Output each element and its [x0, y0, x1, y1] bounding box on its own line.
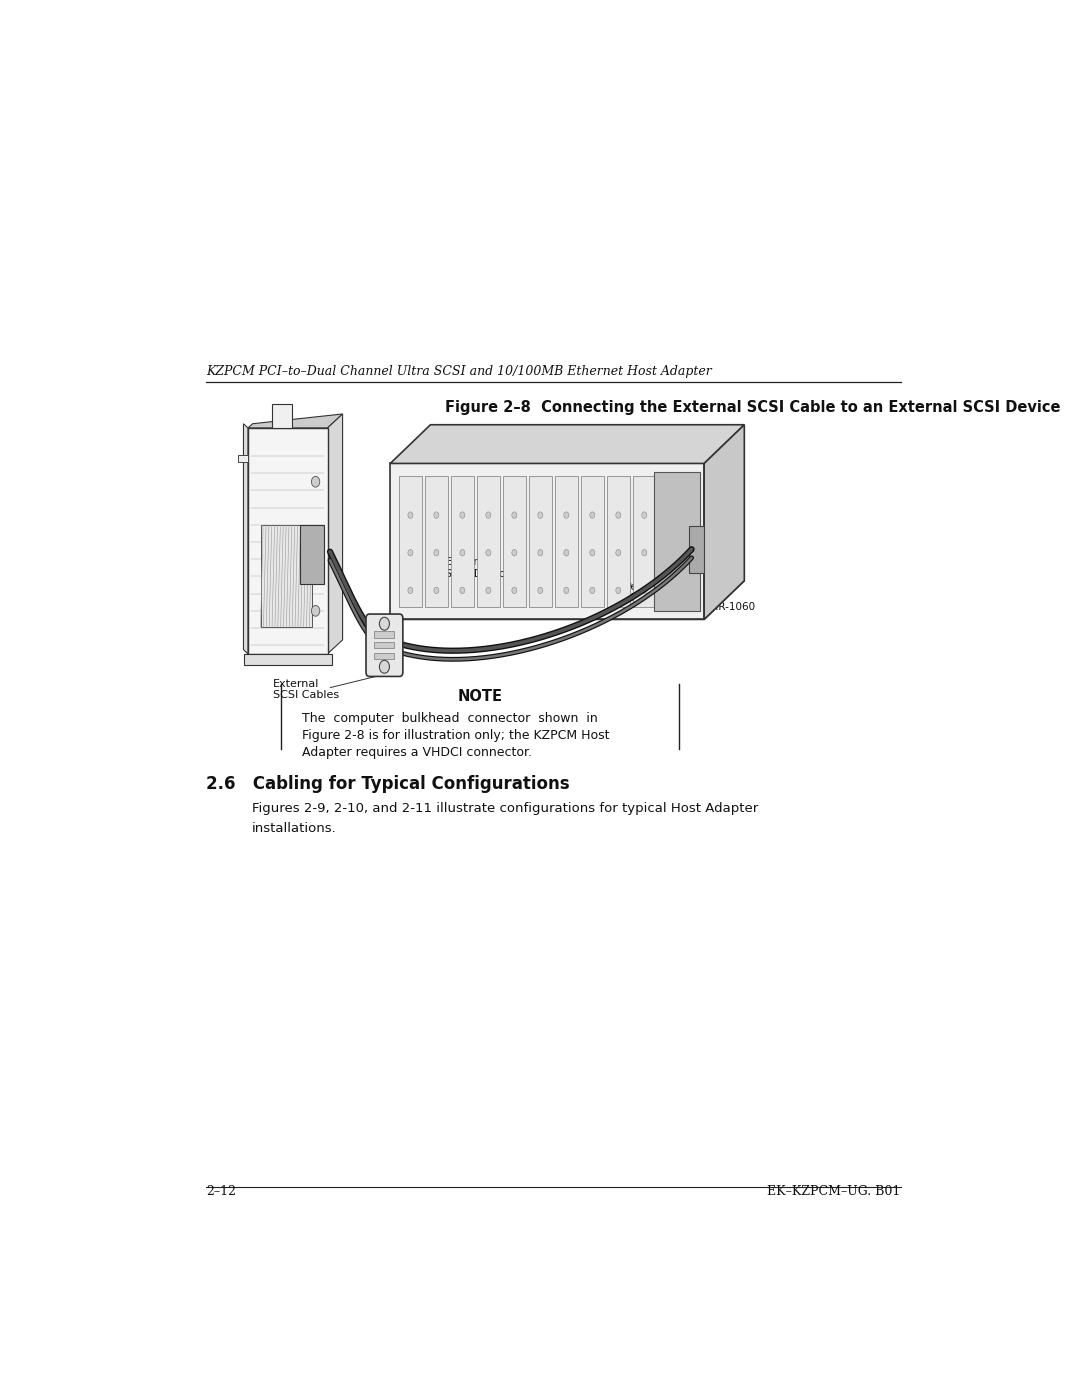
FancyBboxPatch shape	[366, 615, 403, 676]
Circle shape	[311, 605, 320, 616]
Circle shape	[460, 511, 464, 518]
Circle shape	[486, 587, 491, 594]
Circle shape	[460, 587, 464, 594]
Text: External
SCSI Cables: External SCSI Cables	[273, 679, 339, 700]
Text: KZPCM PCI–to–Dual Channel Ultra SCSI and 10/100MB Ethernet Host Adapter: KZPCM PCI–to–Dual Channel Ultra SCSI and…	[206, 365, 712, 379]
Text: NOTE: NOTE	[458, 689, 503, 704]
Bar	[375, 643, 394, 648]
Polygon shape	[424, 476, 448, 606]
Polygon shape	[653, 472, 700, 610]
Circle shape	[379, 661, 390, 673]
Circle shape	[434, 511, 438, 518]
Circle shape	[590, 511, 595, 518]
Circle shape	[538, 549, 543, 556]
Text: SHR-1060: SHR-1060	[704, 602, 755, 612]
Text: Personality
Module: Personality Module	[624, 581, 686, 604]
Circle shape	[538, 511, 543, 518]
Circle shape	[408, 511, 413, 518]
Text: installations.: installations.	[253, 821, 337, 834]
Text: Figure 2-8 is for illustration only; the KZPCM Host: Figure 2-8 is for illustration only; the…	[302, 729, 610, 742]
Polygon shape	[476, 476, 500, 606]
Circle shape	[616, 587, 621, 594]
Text: 2–12: 2–12	[206, 1185, 237, 1199]
Polygon shape	[581, 476, 604, 606]
Polygon shape	[390, 425, 744, 464]
Text: The  computer  bulkhead  connector  shown  in: The computer bulkhead connector shown in	[302, 712, 598, 725]
Polygon shape	[243, 423, 248, 654]
Circle shape	[642, 511, 647, 518]
Polygon shape	[260, 525, 312, 627]
Polygon shape	[689, 525, 704, 573]
Circle shape	[590, 587, 595, 594]
Text: EK–KZPCM–UG. B01: EK–KZPCM–UG. B01	[768, 1185, 901, 1199]
Circle shape	[408, 549, 413, 556]
Circle shape	[564, 511, 569, 518]
Circle shape	[408, 587, 413, 594]
Circle shape	[512, 511, 517, 518]
Circle shape	[486, 549, 491, 556]
Circle shape	[616, 549, 621, 556]
Polygon shape	[272, 404, 292, 427]
Circle shape	[379, 617, 390, 630]
Circle shape	[642, 587, 647, 594]
Circle shape	[564, 549, 569, 556]
Polygon shape	[248, 427, 327, 654]
Circle shape	[564, 587, 569, 594]
Circle shape	[486, 511, 491, 518]
Text: External
SCSI Devices: External SCSI Devices	[445, 557, 517, 578]
Text: Figure 2–8  Connecting the External SCSI Cable to an External SCSI Device: Figure 2–8 Connecting the External SCSI …	[445, 400, 1061, 415]
Polygon shape	[327, 414, 342, 654]
Polygon shape	[633, 476, 656, 606]
Circle shape	[460, 549, 464, 556]
Polygon shape	[607, 476, 630, 606]
Polygon shape	[248, 414, 342, 427]
Circle shape	[434, 587, 438, 594]
Polygon shape	[238, 455, 248, 462]
Circle shape	[590, 549, 595, 556]
Text: 2.6   Cabling for Typical Configurations: 2.6 Cabling for Typical Configurations	[206, 775, 570, 793]
Circle shape	[311, 476, 320, 488]
Bar	[375, 631, 394, 637]
Polygon shape	[390, 464, 704, 619]
Polygon shape	[299, 525, 324, 584]
Text: Adapter requires a VHDCI connector.: Adapter requires a VHDCI connector.	[302, 746, 532, 760]
Polygon shape	[502, 476, 526, 606]
Polygon shape	[555, 476, 578, 606]
Circle shape	[538, 587, 543, 594]
Circle shape	[512, 587, 517, 594]
Text: Figures 2-9, 2-10, and 2-11 illustrate configurations for typical Host Adapter: Figures 2-9, 2-10, and 2-11 illustrate c…	[253, 802, 758, 816]
Polygon shape	[704, 425, 744, 619]
Circle shape	[434, 549, 438, 556]
Polygon shape	[528, 476, 552, 606]
Circle shape	[616, 511, 621, 518]
Polygon shape	[399, 476, 422, 606]
Polygon shape	[450, 476, 474, 606]
Circle shape	[512, 549, 517, 556]
Polygon shape	[244, 654, 332, 665]
Bar	[375, 652, 394, 659]
Circle shape	[642, 549, 647, 556]
Polygon shape	[390, 581, 744, 619]
